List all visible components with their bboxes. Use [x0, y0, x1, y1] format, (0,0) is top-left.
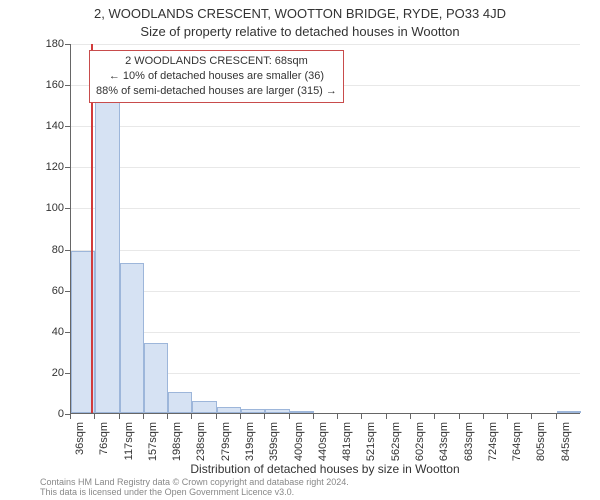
xtick-label: 238sqm: [195, 422, 207, 472]
ytick-mark: [65, 291, 70, 292]
histogram-bar: [265, 409, 289, 413]
ytick-label: 120: [34, 161, 64, 173]
histogram-bar: [95, 101, 119, 413]
histogram-bar: [192, 401, 216, 413]
ytick-mark: [65, 44, 70, 45]
chart-title-line1: 2, WOODLANDS CRESCENT, WOOTTON BRIDGE, R…: [0, 6, 600, 21]
xtick-mark: [313, 414, 314, 419]
ytick-label: 80: [34, 244, 64, 256]
gridline: [71, 291, 580, 292]
gridline: [71, 44, 580, 45]
xtick-label: 76sqm: [98, 422, 110, 472]
ytick-label: 60: [34, 285, 64, 297]
ytick-label: 140: [34, 120, 64, 132]
xtick-label: 845sqm: [560, 422, 572, 472]
xtick-mark: [167, 414, 168, 419]
histogram-bar: [290, 411, 314, 413]
histogram-bar: [557, 411, 581, 413]
xtick-mark: [361, 414, 362, 419]
xtick-label: 36sqm: [74, 422, 86, 472]
gridline: [71, 167, 580, 168]
xtick-label: 724sqm: [487, 422, 499, 472]
ytick-mark: [65, 208, 70, 209]
xtick-label: 117sqm: [123, 422, 135, 472]
ytick-mark: [65, 85, 70, 86]
xtick-label: 764sqm: [511, 422, 523, 472]
xtick-label: 643sqm: [438, 422, 450, 472]
xtick-mark: [507, 414, 508, 419]
annotation-line: 2 WOODLANDS CRESCENT: 68sqm: [96, 54, 337, 69]
copyright-line2: This data is licensed under the Open Gov…: [40, 488, 349, 498]
ytick-label: 20: [34, 367, 64, 379]
ytick-mark: [65, 250, 70, 251]
xtick-label: 481sqm: [341, 422, 353, 472]
chart-title-line2: Size of property relative to detached ho…: [0, 24, 600, 39]
xtick-label: 319sqm: [244, 422, 256, 472]
xtick-label: 521sqm: [365, 422, 377, 472]
xtick-label: 359sqm: [268, 422, 280, 472]
annotation-line: ← 10% of detached houses are smaller (36…: [96, 69, 337, 84]
histogram-bar: [168, 392, 192, 413]
gridline: [71, 332, 580, 333]
xtick-mark: [264, 414, 265, 419]
ytick-label: 40: [34, 326, 64, 338]
xtick-mark: [531, 414, 532, 419]
xtick-mark: [386, 414, 387, 419]
histogram-bar: [217, 407, 241, 413]
xtick-mark: [337, 414, 338, 419]
xtick-mark: [410, 414, 411, 419]
gridline: [71, 208, 580, 209]
ytick-label: 0: [34, 408, 64, 420]
xtick-label: 400sqm: [293, 422, 305, 472]
xtick-mark: [70, 414, 71, 419]
annotation-box: 2 WOODLANDS CRESCENT: 68sqm← 10% of deta…: [89, 50, 344, 103]
xtick-mark: [119, 414, 120, 419]
histogram-bar: [144, 343, 168, 413]
xtick-label: 279sqm: [220, 422, 232, 472]
xtick-mark: [143, 414, 144, 419]
chart-container: 2, WOODLANDS CRESCENT, WOOTTON BRIDGE, R…: [0, 0, 600, 500]
xtick-label: 805sqm: [535, 422, 547, 472]
ytick-label: 180: [34, 38, 64, 50]
xtick-mark: [459, 414, 460, 419]
gridline: [71, 126, 580, 127]
xtick-label: 602sqm: [414, 422, 426, 472]
xtick-label: 683sqm: [463, 422, 475, 472]
xtick-label: 440sqm: [317, 422, 329, 472]
xtick-mark: [556, 414, 557, 419]
ytick-label: 160: [34, 79, 64, 91]
ytick-mark: [65, 332, 70, 333]
ytick-mark: [65, 167, 70, 168]
ytick-mark: [65, 126, 70, 127]
histogram-bar: [120, 263, 144, 413]
xtick-mark: [240, 414, 241, 419]
annotation-line: 88% of semi-detached houses are larger (…: [96, 84, 337, 99]
xtick-mark: [191, 414, 192, 419]
xtick-mark: [483, 414, 484, 419]
xtick-mark: [94, 414, 95, 419]
ytick-mark: [65, 373, 70, 374]
xtick-mark: [434, 414, 435, 419]
gridline: [71, 250, 580, 251]
ytick-label: 100: [34, 202, 64, 214]
copyright-text: Contains HM Land Registry data © Crown c…: [40, 478, 349, 498]
histogram-bar: [241, 409, 265, 413]
xtick-label: 198sqm: [171, 422, 183, 472]
xtick-label: 157sqm: [147, 422, 159, 472]
xtick-mark: [216, 414, 217, 419]
xtick-mark: [289, 414, 290, 419]
xtick-label: 562sqm: [390, 422, 402, 472]
